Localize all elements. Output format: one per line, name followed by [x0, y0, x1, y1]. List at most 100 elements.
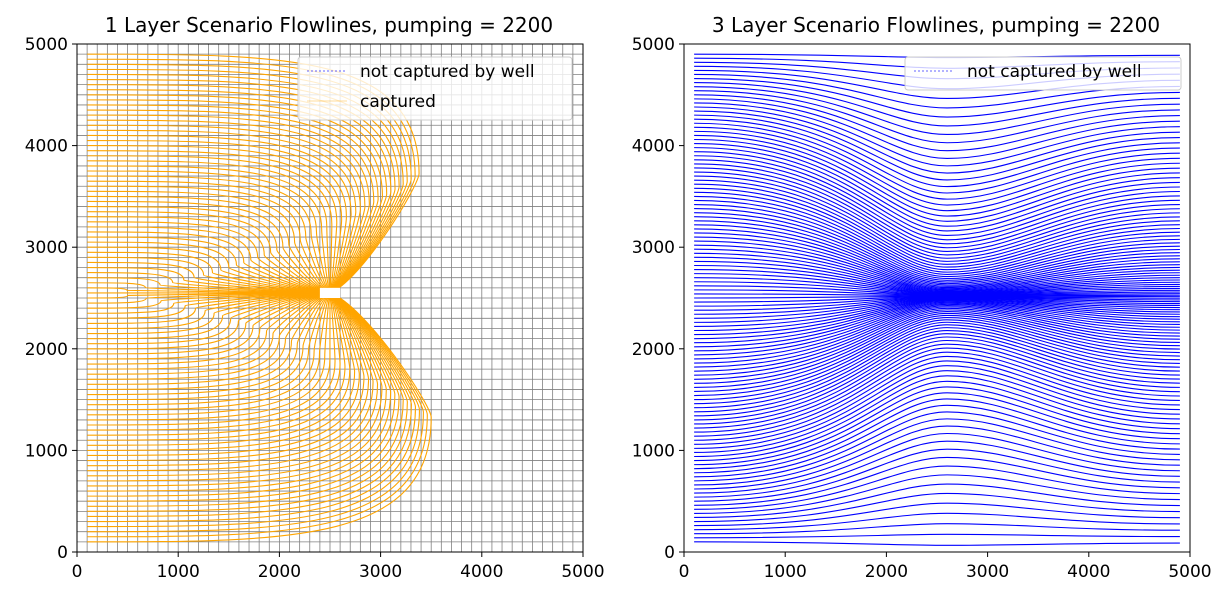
y-tick-label: 3000	[632, 238, 675, 258]
captured-flowline	[87, 246, 331, 294]
not-captured-flowline	[694, 163, 1180, 249]
captured-flowline	[87, 99, 383, 294]
x-tick-label: 5000	[561, 562, 604, 582]
y-tick-label: 4000	[632, 137, 675, 157]
captured-flowline	[87, 292, 331, 340]
not-captured-flowline	[694, 321, 1180, 401]
captured-flowline	[87, 206, 331, 294]
not-captured-flowline	[694, 224, 1180, 286]
captured-flowline	[87, 292, 331, 421]
not-captured-flowline	[694, 77, 1180, 118]
captured-flowline	[87, 292, 331, 350]
not-captured-flowline	[694, 375, 1180, 458]
legend-label-captured: captured	[360, 92, 436, 112]
not-captured-flowline	[694, 110, 1180, 181]
not-captured-flowline	[694, 175, 1180, 259]
captured-flowline	[87, 292, 370, 467]
captured-flowline	[87, 292, 331, 355]
not-captured-flowline	[694, 298, 1180, 336]
captured-flowline	[87, 216, 331, 294]
not-captured-flowline	[694, 256, 1180, 294]
not-captured-flowline	[694, 94, 1180, 152]
y-tick-label: 3000	[25, 238, 68, 258]
not-captured-flowline	[694, 147, 1180, 232]
not-captured-flowline	[694, 541, 1180, 546]
captured-flowline	[87, 292, 331, 345]
captured-flowline	[87, 292, 331, 309]
captured-flowline	[87, 292, 331, 365]
not-captured-flowline	[694, 260, 1180, 294]
not-captured-flowline	[694, 199, 1180, 275]
not-captured-flowline	[694, 365, 1180, 449]
not-captured-flowline	[694, 432, 1180, 494]
not-captured-flowline	[694, 171, 1180, 256]
captured-flowline	[87, 292, 331, 360]
panel-2-axes: 0 1000 2000 3000 4000 5000 0 1000 2000 3000 4000 50…	[632, 35, 1212, 582]
y-tick-label: 0	[57, 543, 68, 563]
not-captured-flowline	[694, 312, 1180, 384]
not-captured-flowline	[694, 306, 1180, 368]
captured-flowline	[87, 292, 331, 426]
panel-1-axes: 0 1000 2000 3000 4000 5000 0 1000 2000 3000 4000 50…	[25, 35, 605, 582]
captured-flowline	[87, 292, 331, 380]
x-tick-label: 5000	[1168, 562, 1211, 582]
not-captured-flowline	[694, 183, 1180, 265]
captured-flowline	[87, 124, 361, 294]
not-captured-flowline	[694, 418, 1180, 486]
captured-flowline	[87, 282, 331, 294]
not-captured-flowline	[694, 440, 1180, 498]
captured-flowline	[87, 292, 392, 492]
x-tick-label: 0	[72, 562, 83, 582]
not-captured-flowline	[694, 411, 1180, 482]
not-captured-flowline	[694, 228, 1180, 287]
not-captured-flowline	[694, 347, 1180, 433]
legend-box	[297, 56, 573, 121]
not-captured-flowline	[694, 138, 1180, 222]
not-captured-flowline	[694, 106, 1180, 174]
not-captured-flowline	[694, 343, 1180, 429]
not-captured-flowline	[694, 307, 1180, 372]
not-captured-flowline	[694, 252, 1180, 293]
captured-flowline	[87, 292, 432, 543]
x-tick-label: 4000	[460, 562, 503, 582]
captured-flowline	[87, 292, 331, 396]
not-captured-flowline	[694, 512, 1180, 531]
captured-flowline	[87, 292, 374, 472]
captured-flowline	[87, 109, 375, 294]
not-captured-flowline	[694, 398, 1180, 474]
not-captured-flowline	[694, 386, 1180, 466]
panel-1-model-grid	[77, 44, 583, 552]
captured-flowline	[87, 292, 396, 497]
panel-1-flowlines	[86, 53, 432, 543]
y-tick-label: 2000	[25, 340, 68, 360]
captured-flowline	[87, 292, 379, 477]
not-captured-flowline	[694, 302, 1180, 356]
not-captured-flowline	[694, 339, 1180, 425]
not-captured-flowline	[694, 240, 1180, 291]
captured-flowline	[87, 84, 396, 294]
x-tick-label: 2000	[258, 562, 301, 582]
not-captured-flowline	[694, 404, 1180, 478]
x-tick-label: 3000	[359, 562, 402, 582]
panel-1-frame	[76, 43, 584, 553]
not-captured-flowline	[694, 212, 1180, 281]
captured-flowline	[87, 63, 412, 294]
not-captured-flowline	[694, 311, 1180, 380]
not-captured-flowline	[694, 82, 1180, 127]
captured-flowline	[87, 134, 352, 294]
not-captured-flowline	[694, 370, 1180, 453]
legend-label-not-captured: not captured by well	[967, 62, 1142, 82]
not-captured-flowline	[694, 220, 1180, 285]
y-tick-label: 4000	[25, 137, 68, 157]
captured-flowline	[87, 231, 331, 294]
x-tick-label: 1000	[157, 562, 200, 582]
captured-flowline	[87, 292, 365, 462]
captured-flowline	[87, 89, 392, 294]
not-captured-flowline	[694, 309, 1180, 376]
not-captured-flowline	[694, 305, 1180, 364]
x-tick-label: 2000	[865, 562, 908, 582]
captured-flowline	[87, 292, 387, 487]
not-captured-flowline	[694, 191, 1180, 271]
not-captured-flowline	[694, 195, 1180, 273]
